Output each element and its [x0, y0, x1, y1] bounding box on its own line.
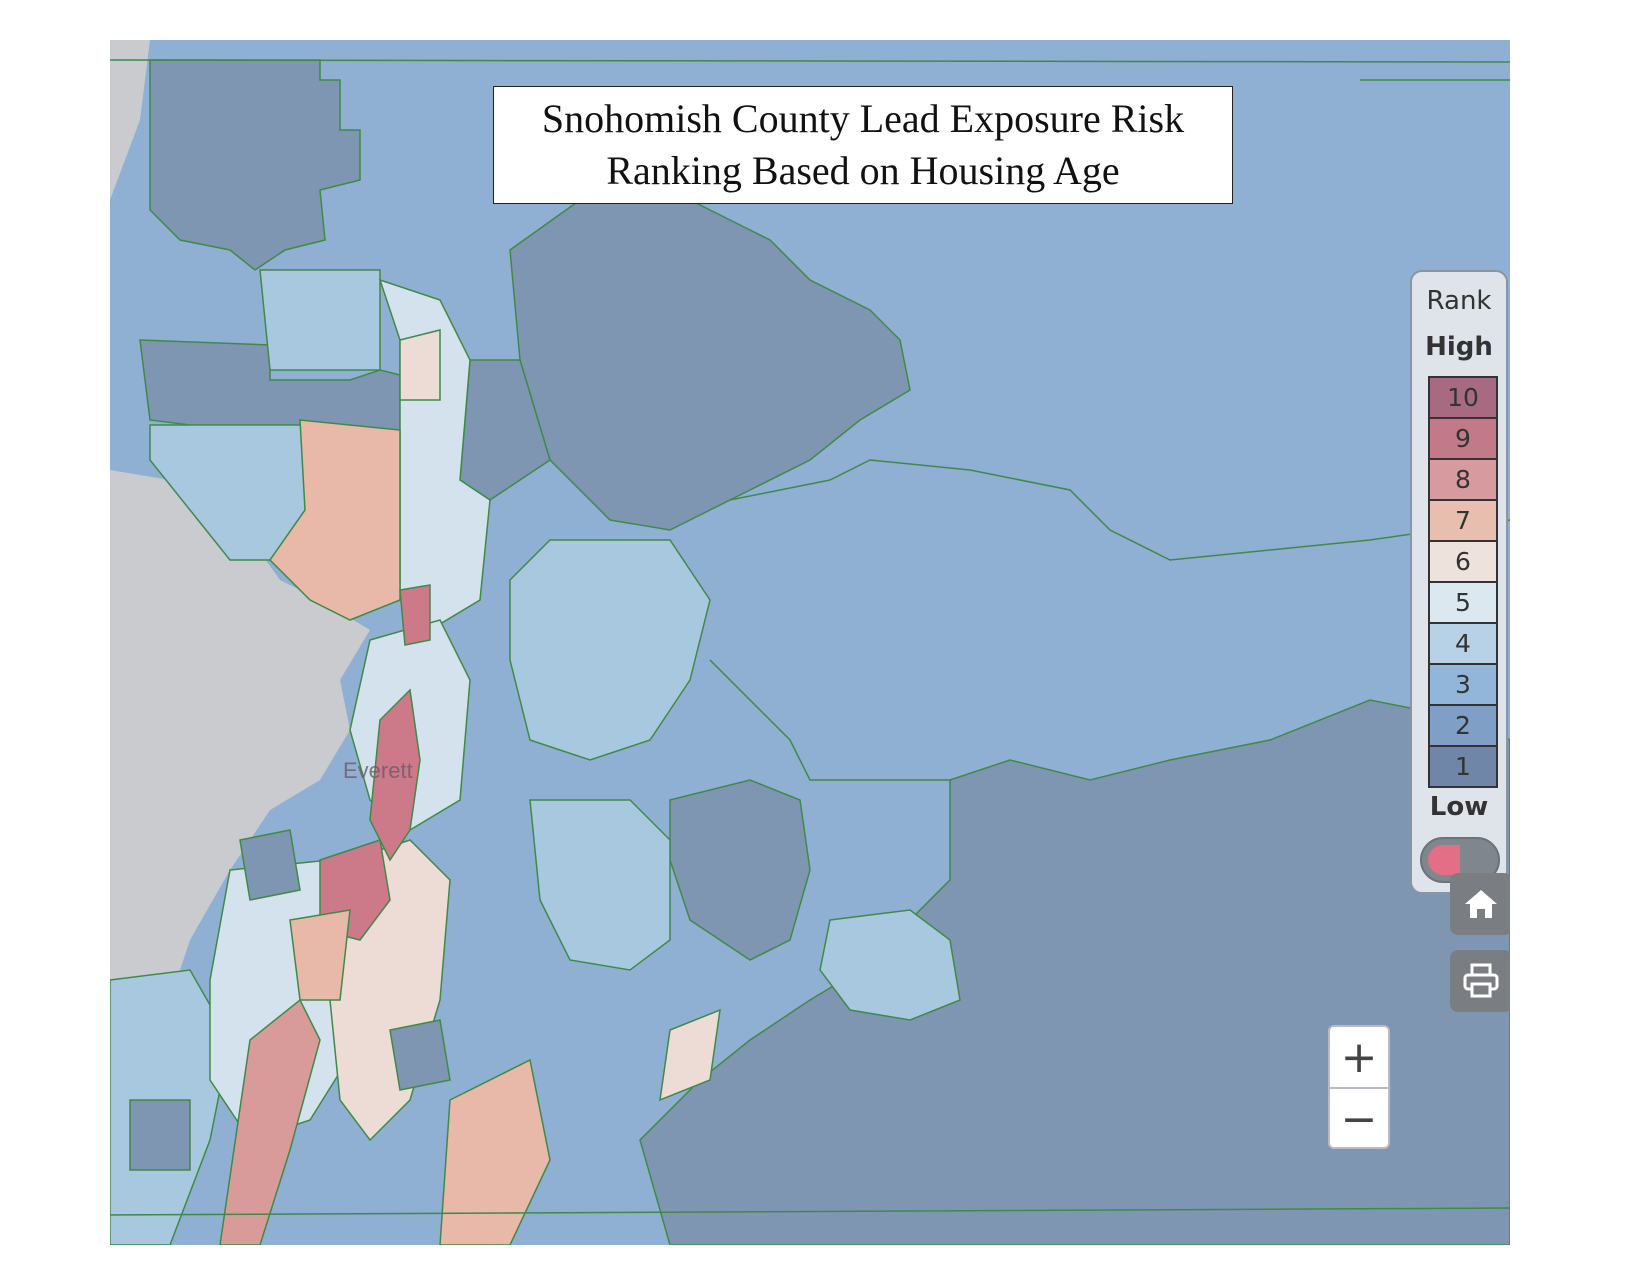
map-title-line-2: Ranking Based on Housing Age [606, 148, 1120, 193]
zoom-out-button[interactable]: − [1340, 1093, 1378, 1145]
county-line-south [110, 1207, 1510, 1216]
map-view[interactable]: Snohomish County Lead Exposure Risk Rank… [110, 40, 1510, 1245]
zoom-in-button[interactable]: + [1330, 1027, 1388, 1089]
legend-swatch-4: 4 [1430, 624, 1496, 665]
region-monroe [819, 909, 961, 1021]
region-r7b [289, 909, 351, 1001]
region-nw [149, 59, 361, 271]
city-label-everett: Everett [343, 758, 413, 783]
region-sultan [669, 779, 811, 961]
map-title: Snohomish County Lead Exposure Risk Rank… [493, 86, 1233, 204]
region-pilchuck [509, 189, 911, 531]
legend-swatch-5: 5 [1430, 583, 1496, 624]
zoom-control: + − [1328, 1025, 1390, 1149]
print-icon [1463, 963, 1499, 998]
region-r6a [399, 329, 441, 401]
region-tract-b [389, 1019, 451, 1091]
water-sound [110, 470, 370, 1190]
home-button[interactable] [1450, 873, 1510, 935]
water-north [110, 40, 150, 200]
region-tract-c [129, 1099, 191, 1171]
legend-high-label: High [1425, 332, 1493, 362]
legend-swatch-2: 2 [1430, 706, 1496, 747]
legend-swatch-6: 6 [1430, 542, 1496, 583]
region-r7-south [439, 1058, 551, 1245]
region-r9b [369, 688, 421, 862]
region-lake-stevens [509, 539, 711, 761]
map-canvas[interactable] [110, 40, 1510, 1245]
region-tract-a [239, 829, 301, 901]
region-tulalip [269, 419, 401, 621]
legend-swatch-9: 9 [1430, 419, 1496, 460]
legend-swatch-10: 10 [1430, 378, 1496, 419]
region-r9a [399, 584, 431, 646]
legend-swatch-8: 8 [1430, 460, 1496, 501]
region-r6c [659, 1008, 721, 1102]
home-icon [1465, 890, 1497, 918]
county-line-north [110, 59, 1510, 63]
map-title-line-1: Snohomish County Lead Exposure Risk [541, 96, 1185, 141]
toggle-knob [1428, 845, 1460, 875]
legend-swatch-7: 7 [1430, 501, 1496, 542]
legend-swatch-3: 3 [1430, 665, 1496, 706]
region-snohomish [529, 799, 671, 971]
print-button[interactable] [1450, 950, 1510, 1012]
legend-swatch-1: 1 [1430, 747, 1496, 786]
region-boundary-mid [729, 459, 1510, 561]
region-w3 [259, 269, 381, 371]
legend-swatches: 10 9 8 7 6 5 4 3 2 1 [1428, 376, 1498, 788]
legend-low-label: Low [1429, 792, 1489, 822]
legend-panel: Rank High 10 9 8 7 6 5 4 3 2 1 Low [1410, 270, 1508, 894]
region-boundary-b [709, 659, 950, 781]
legend-title: Rank [1426, 286, 1492, 316]
